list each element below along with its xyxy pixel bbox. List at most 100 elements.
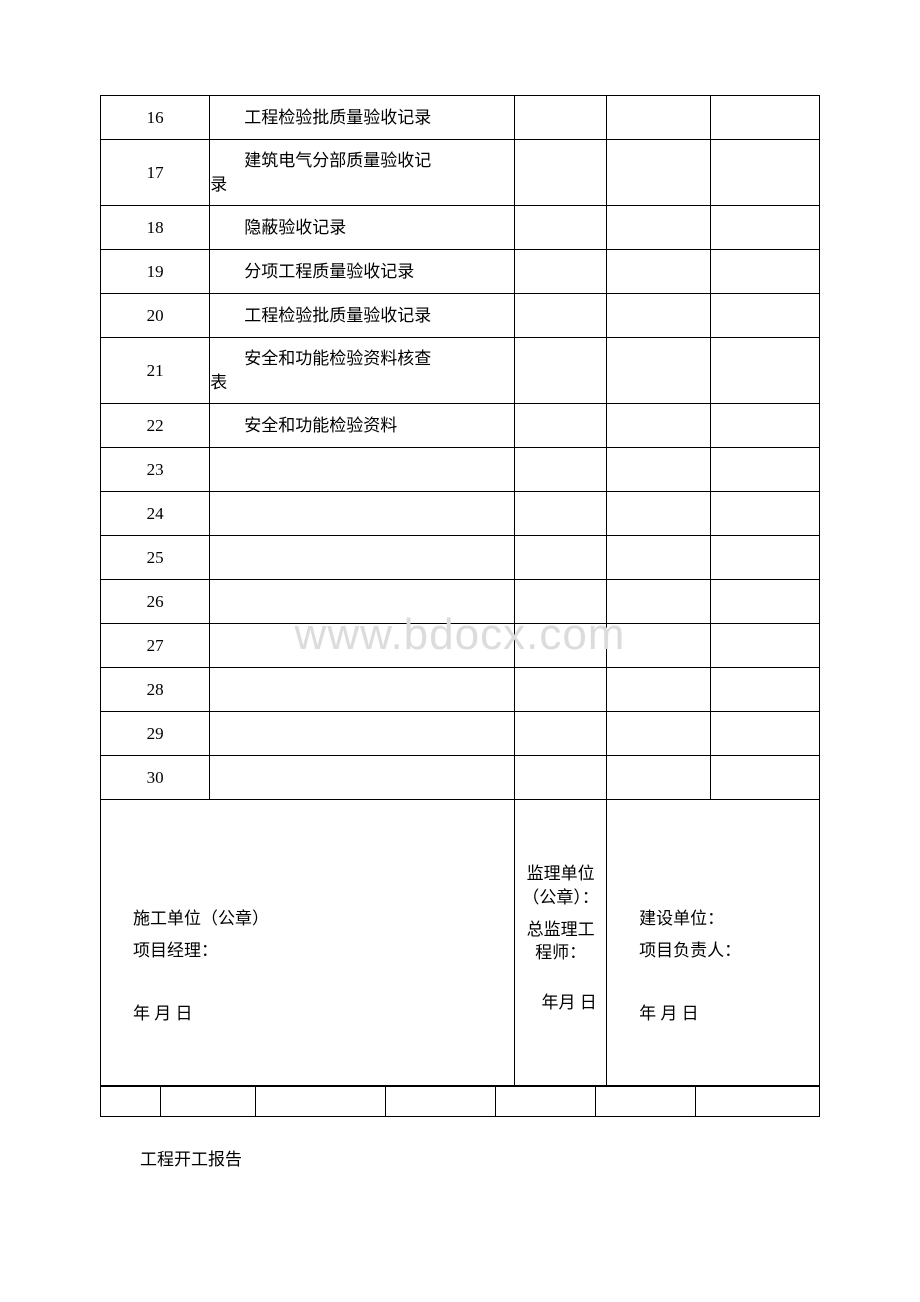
empty-cell — [515, 712, 607, 756]
empty-cell — [710, 580, 819, 624]
empty-cell — [607, 712, 711, 756]
empty-cell — [607, 668, 711, 712]
empty-cell — [710, 140, 819, 206]
row-description-cell: 隐蔽验收记录 — [210, 206, 515, 250]
empty-cell — [710, 536, 819, 580]
row-description-cell: 安全和功能检验资料 — [210, 404, 515, 448]
empty-cell — [607, 294, 711, 338]
construction-date-label: 年 月 日 — [133, 1002, 506, 1026]
construction-unit-label: 施工单位（公章） — [133, 907, 506, 931]
table-row: 17建筑电气分部质量验收记录 — [101, 140, 820, 206]
row-number-cell: 24 — [101, 492, 210, 536]
empty-cell — [607, 536, 711, 580]
table-row: 28 — [101, 668, 820, 712]
signature-row: 施工单位（公章） 项目经理： 年 月 日 监理单位（公章）： 总监理工程师： 年… — [101, 800, 820, 1086]
project-manager-label: 项目经理： — [133, 939, 506, 963]
table-row: 24 — [101, 492, 820, 536]
table-row: 21安全和功能检验资料核查表 — [101, 338, 820, 404]
row-number-cell: 29 — [101, 712, 210, 756]
empty-cell — [607, 580, 711, 624]
empty-cell — [515, 404, 607, 448]
empty-cell — [710, 250, 819, 294]
empty-cell — [607, 140, 711, 206]
row-number-cell: 25 — [101, 536, 210, 580]
table-row: 16工程检验批质量验收记录 — [101, 96, 820, 140]
empty-cell — [607, 250, 711, 294]
row-description-cell: 分项工程质量验收记录 — [210, 250, 515, 294]
row-description-cell: 工程检验批质量验收记录 — [210, 294, 515, 338]
bottom-cell — [101, 1087, 161, 1117]
empty-cell — [710, 294, 819, 338]
table-row: 26 — [101, 580, 820, 624]
row-number-cell: 19 — [101, 250, 210, 294]
bottom-cell — [161, 1087, 256, 1117]
empty-cell — [710, 448, 819, 492]
empty-cell — [710, 624, 819, 668]
row-description-cell: 工程检验批质量验收记录 — [210, 96, 515, 140]
table-row: 20工程检验批质量验收记录 — [101, 294, 820, 338]
construction-signature-cell: 施工单位（公章） 项目经理： 年 月 日 — [101, 800, 515, 1086]
bottom-cell — [696, 1087, 820, 1117]
empty-cell — [607, 624, 711, 668]
table-row: 30 — [101, 756, 820, 800]
empty-cell — [515, 536, 607, 580]
row-description-cell: 安全和功能检验资料核查表 — [210, 338, 515, 404]
empty-cell — [710, 712, 819, 756]
row-number-cell: 21 — [101, 338, 210, 404]
chief-supervisor-label: 总监理工程师： — [515, 918, 606, 966]
owner-unit-label: 建设单位： — [639, 907, 811, 931]
row-description-cell — [210, 580, 515, 624]
acceptance-records-table: 16工程检验批质量验收记录17建筑电气分部质量验收记录18隐蔽验收记录19分项工… — [100, 95, 820, 1086]
empty-cell — [710, 492, 819, 536]
row-description-cell — [210, 712, 515, 756]
empty-cell — [515, 624, 607, 668]
project-lead-label: 项目负责人： — [639, 939, 811, 963]
row-description-cell — [210, 536, 515, 580]
row-number-cell: 23 — [101, 448, 210, 492]
row-number-cell: 26 — [101, 580, 210, 624]
empty-cell — [515, 206, 607, 250]
empty-cell — [607, 756, 711, 800]
row-description-cell — [210, 756, 515, 800]
report-title: 工程开工报告 — [100, 1145, 820, 1170]
empty-cell — [710, 404, 819, 448]
empty-cell — [710, 96, 819, 140]
row-number-cell: 17 — [101, 140, 210, 206]
row-number-cell: 30 — [101, 756, 210, 800]
owner-date-label: 年 月 日 — [639, 1002, 811, 1026]
empty-cell — [607, 206, 711, 250]
bottom-cell — [496, 1087, 596, 1117]
empty-cell — [515, 294, 607, 338]
empty-cell — [607, 338, 711, 404]
table-row: 25 — [101, 536, 820, 580]
empty-cell — [515, 448, 607, 492]
empty-cell — [607, 448, 711, 492]
empty-cell — [515, 250, 607, 294]
row-description-cell — [210, 624, 515, 668]
bottom-cell — [596, 1087, 696, 1117]
empty-cell — [607, 404, 711, 448]
row-number-cell: 18 — [101, 206, 210, 250]
row-description-cell — [210, 668, 515, 712]
owner-signature-cell: 建设单位： 项目负责人： 年 月 日 — [607, 800, 820, 1086]
empty-cell — [515, 492, 607, 536]
bottom-divider-table — [100, 1086, 820, 1117]
supervision-unit-label: 监理单位（公章）： — [515, 862, 606, 910]
empty-cell — [515, 580, 607, 624]
row-number-cell: 20 — [101, 294, 210, 338]
empty-cell — [710, 338, 819, 404]
empty-cell — [515, 338, 607, 404]
empty-cell — [515, 668, 607, 712]
empty-cell — [710, 756, 819, 800]
empty-cell — [607, 492, 711, 536]
row-description-cell: 建筑电气分部质量验收记录 — [210, 140, 515, 206]
table-row: 18隐蔽验收记录 — [101, 206, 820, 250]
table-row: 23 — [101, 448, 820, 492]
row-number-cell: 22 — [101, 404, 210, 448]
row-description-cell — [210, 448, 515, 492]
empty-cell — [515, 140, 607, 206]
table-row: 27 — [101, 624, 820, 668]
empty-cell — [607, 96, 711, 140]
row-description-cell — [210, 492, 515, 536]
table-row: 22安全和功能检验资料 — [101, 404, 820, 448]
